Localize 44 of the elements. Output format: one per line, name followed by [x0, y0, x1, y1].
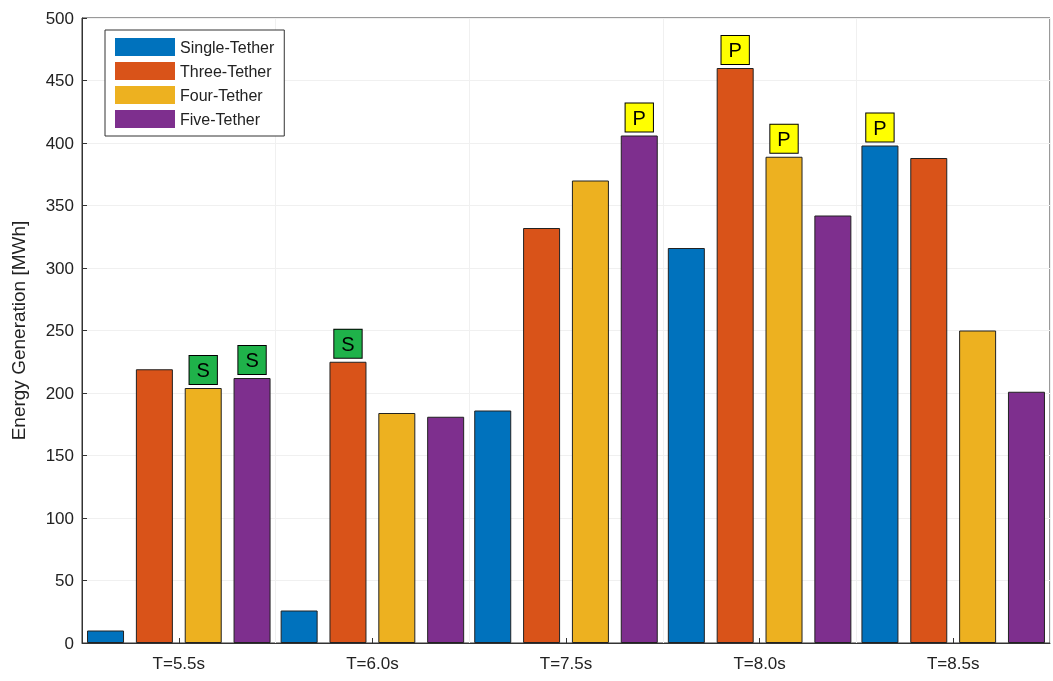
y-tick-label: 350	[45, 196, 74, 215]
legend-label: Four-Tether	[180, 86, 264, 104]
bar	[474, 410, 512, 643]
data-label: P	[632, 106, 646, 129]
bar	[280, 610, 318, 643]
y-tick-label: 200	[45, 383, 74, 403]
bar	[667, 248, 705, 643]
y-axis-title: Energy Generation [MWh]	[8, 220, 29, 441]
bar	[716, 68, 754, 643]
x-tick-label: T=7.5s	[539, 654, 593, 673]
bar	[523, 228, 561, 643]
bar	[959, 330, 997, 643]
bar	[814, 215, 852, 643]
data-label: P	[728, 39, 742, 61]
data-label: S	[245, 349, 259, 371]
y-tick-label: 450	[45, 71, 74, 90]
data-label: S	[196, 359, 210, 381]
bar	[135, 369, 173, 643]
y-tick-label: 250	[45, 321, 74, 340]
bar	[87, 630, 125, 643]
y-tick-label: 50	[55, 571, 74, 590]
bar	[378, 413, 416, 643]
bar	[571, 180, 609, 643]
legend-label: Single-Tether	[180, 38, 275, 56]
bar	[427, 416, 465, 643]
legend-label: Three-Tether	[180, 62, 273, 80]
x-tick-label: T=8.0s	[733, 654, 786, 673]
x-tick-label: T=6.0s	[346, 654, 399, 673]
bar	[1007, 391, 1045, 643]
y-tick-label: 500	[45, 8, 74, 28]
data-label: P	[873, 116, 887, 139]
y-tick-label: 400	[45, 133, 74, 153]
y-tick-label: 150	[45, 446, 74, 465]
y-tick-label: 100	[45, 508, 74, 528]
y-tick-label: 300	[45, 258, 74, 278]
legend-label: Five-Tether	[180, 110, 261, 128]
x-tick-label: T=8.5s	[926, 654, 980, 673]
data-label: P	[777, 127, 791, 150]
bar	[910, 158, 948, 643]
y-tick-label: 0	[64, 633, 74, 653]
x-tick-label: T=5.5s	[152, 654, 206, 673]
bar	[184, 388, 222, 643]
bar	[233, 378, 271, 643]
data-label: S	[341, 332, 355, 355]
